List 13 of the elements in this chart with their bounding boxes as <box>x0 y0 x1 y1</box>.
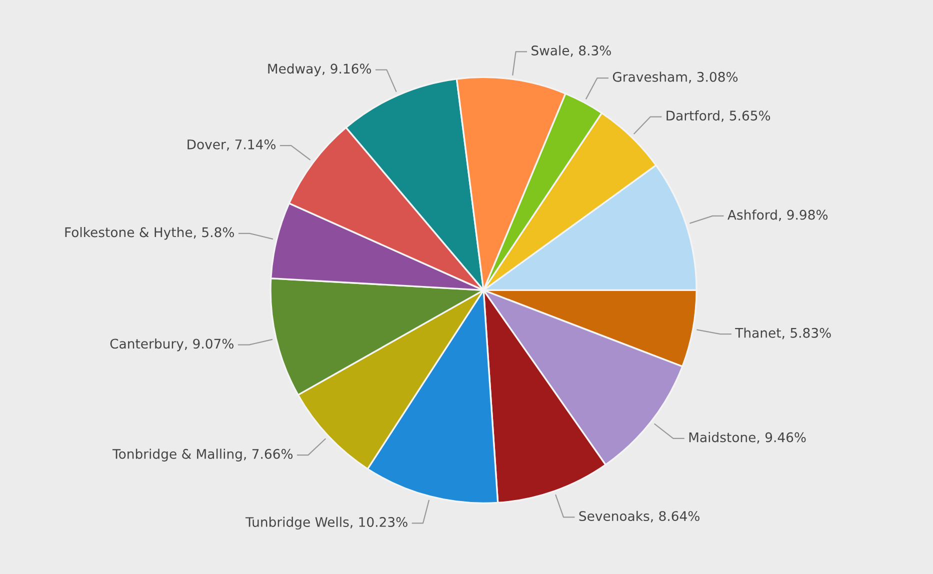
slice-label: Maidstone, 9.46% <box>689 432 806 444</box>
slice-label: Tonbridge & Malling, 7.66% <box>112 448 293 462</box>
slice-label: Thanet, 5.83% <box>735 328 831 340</box>
slice-label: Canterbury, 9.07% <box>110 338 234 352</box>
slice-label: Ashford, 9.98% <box>728 210 828 222</box>
slice-label: Swale, 8.3% <box>532 45 611 57</box>
slice-label: Dover, 7.14% <box>188 139 276 151</box>
slice-label: Gravesham, 3.08% <box>612 72 738 84</box>
slice-label: Folkestone & Hythe, 5.8% <box>65 227 234 240</box>
slice-label: Sevenoaks, 8.64% <box>579 510 700 522</box>
slice-label: Tunbridge Wells, 10.23% <box>245 516 408 530</box>
slice-label: Medway, 9.16% <box>268 63 372 76</box>
slice-label: Dartford, 5.65% <box>666 110 770 122</box>
